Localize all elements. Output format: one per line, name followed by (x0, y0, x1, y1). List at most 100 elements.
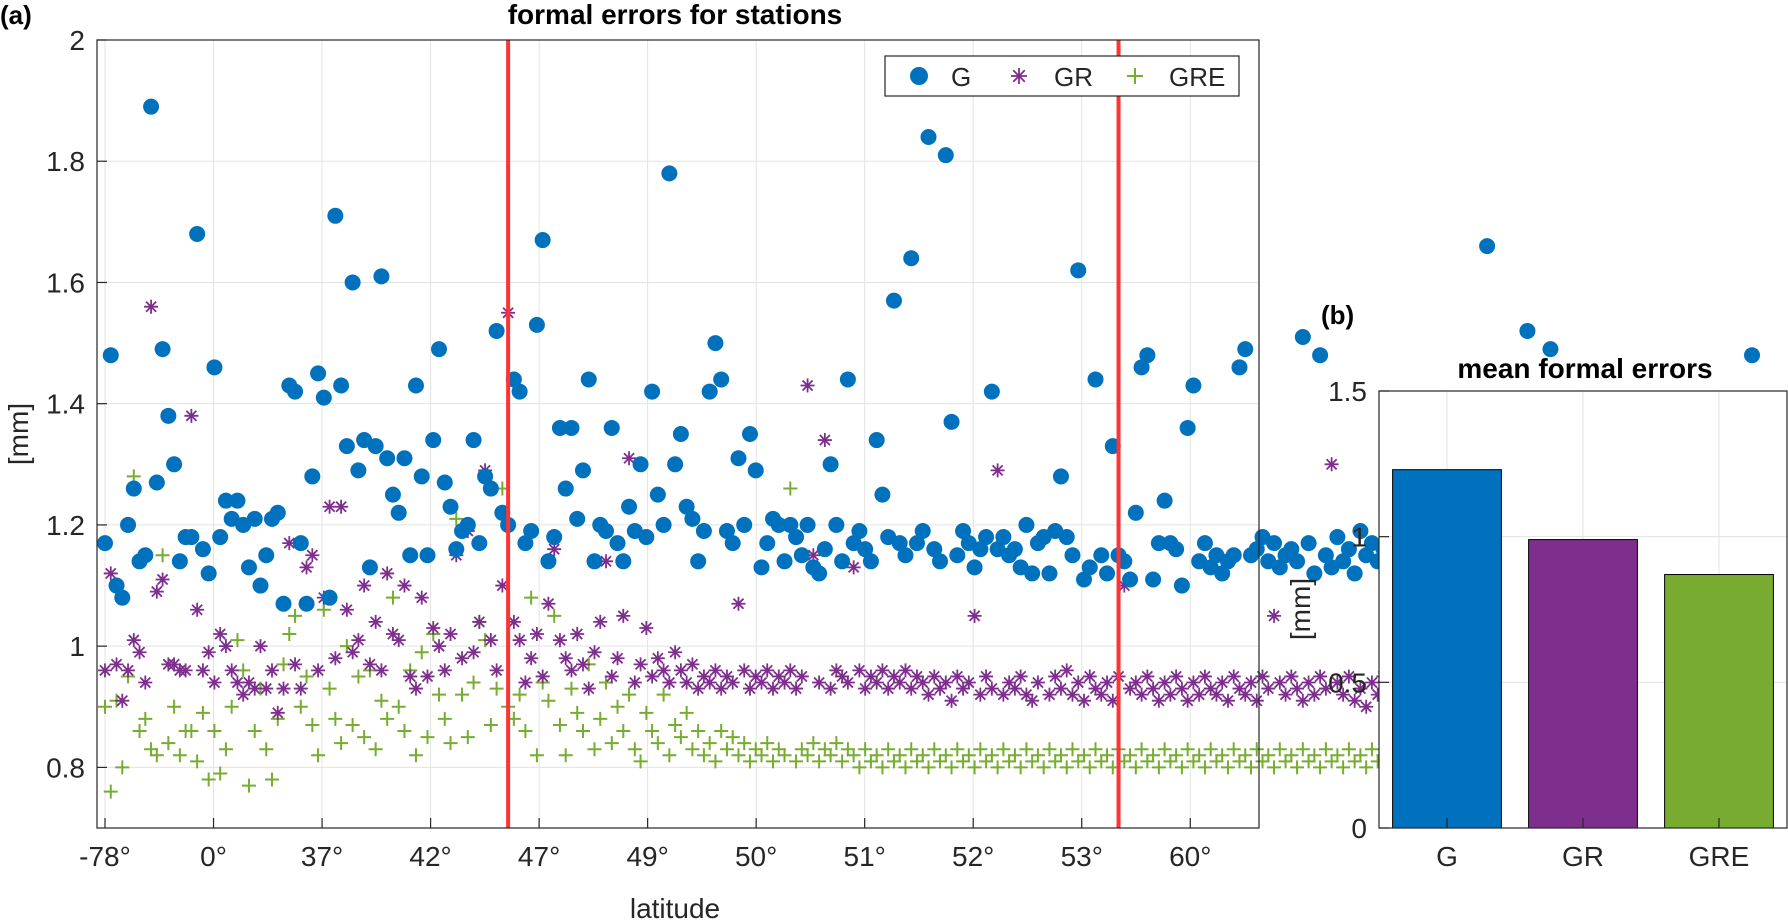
point-gre (408, 748, 423, 763)
point-gr (587, 645, 602, 660)
point-gr (800, 378, 815, 393)
point-gr (909, 669, 924, 684)
point-g (189, 225, 206, 242)
point-gre (852, 760, 867, 775)
point-gre (1307, 748, 1322, 763)
legend-marker-gr (1011, 68, 1027, 84)
point-g (1052, 468, 1069, 485)
point-gre (1019, 742, 1034, 757)
point-g (713, 371, 730, 388)
point-g (384, 486, 401, 503)
point-g (701, 383, 718, 400)
point-g (344, 274, 361, 291)
point-g (183, 529, 200, 546)
point-g (563, 419, 580, 436)
point-gr (1284, 669, 1299, 684)
point-gre (564, 681, 579, 696)
point-g (402, 547, 419, 564)
point-gre (1065, 742, 1080, 757)
bar-x-ticks: G GR GRE (1436, 818, 1749, 872)
point-gre (685, 742, 700, 757)
point-g (1168, 541, 1185, 558)
point-gre (1123, 748, 1138, 763)
point-g (655, 516, 672, 533)
point-gre (892, 748, 907, 763)
point-gr (547, 542, 562, 557)
point-g (511, 383, 528, 400)
point-gre (1071, 754, 1086, 769)
point-g (943, 413, 960, 430)
point-gre (547, 608, 562, 623)
point-gre (973, 742, 988, 757)
point-gre (898, 760, 913, 775)
point-gr (1186, 675, 1201, 690)
point-gr (1094, 687, 1109, 702)
point-g (1122, 571, 1139, 588)
point-gr (627, 675, 642, 690)
point-gre (1140, 754, 1155, 769)
point-gre (334, 736, 349, 751)
point-gre (915, 748, 930, 763)
point-gr (748, 669, 763, 684)
point-gr (725, 675, 740, 690)
x-tick-label: 60° (1169, 841, 1211, 872)
point-gr (1042, 687, 1057, 702)
point-gre (702, 736, 717, 751)
point-g (690, 553, 707, 570)
point-gr (420, 669, 435, 684)
point-g (114, 589, 131, 606)
point-gre (432, 687, 447, 702)
point-gre (1169, 748, 1184, 763)
point-gr (806, 548, 821, 563)
point-gre (1076, 748, 1091, 763)
point-gre (455, 687, 470, 702)
point-gre (316, 602, 331, 617)
point-gr (1019, 687, 1034, 702)
point-gr (144, 299, 159, 314)
point-gr (1290, 681, 1305, 696)
point-gr (1076, 693, 1091, 708)
point-gre (1059, 760, 1074, 775)
point-gr (357, 578, 372, 593)
point-gr (892, 675, 907, 690)
point-gre (466, 675, 481, 690)
point-gre (1088, 742, 1103, 757)
point-gr (345, 645, 360, 660)
point-gre (754, 748, 769, 763)
point-gr (305, 548, 320, 563)
point-gr (1082, 669, 1097, 684)
legend-marker-g (910, 67, 928, 85)
point-gre (812, 754, 827, 769)
point-gr (259, 681, 274, 696)
point-g (822, 456, 839, 473)
bar-x-tick-label: G (1436, 841, 1458, 872)
point-gr (1140, 669, 1155, 684)
point-g (753, 559, 770, 576)
point-gre (1313, 760, 1328, 775)
point-gre (656, 687, 671, 702)
point-gre (1174, 760, 1189, 775)
point-gr (823, 681, 838, 696)
point-gr (898, 663, 913, 678)
point-g (1093, 547, 1110, 564)
point-gre (1353, 748, 1368, 763)
series-gre (98, 469, 1569, 799)
point-gr (616, 608, 631, 623)
point-gr (633, 657, 648, 672)
point-gre (1186, 754, 1201, 769)
point-gr (489, 663, 504, 678)
point-gre (144, 742, 159, 757)
point-gre (639, 705, 654, 720)
point-g (338, 438, 355, 455)
point-gr (213, 627, 228, 642)
point-g (436, 474, 453, 491)
point-gr (408, 681, 423, 696)
bar-x-tick-label: GRE (1689, 841, 1750, 872)
point-gr (293, 681, 308, 696)
point-g (275, 595, 292, 612)
point-gr (432, 639, 447, 654)
bar-panel: (b) mean formal errors 0 0.5 1 1.5 G GR GRE [… (1285, 300, 1788, 872)
point-gr (334, 499, 349, 514)
point-gre (1007, 748, 1022, 763)
point-g (1289, 553, 1306, 570)
